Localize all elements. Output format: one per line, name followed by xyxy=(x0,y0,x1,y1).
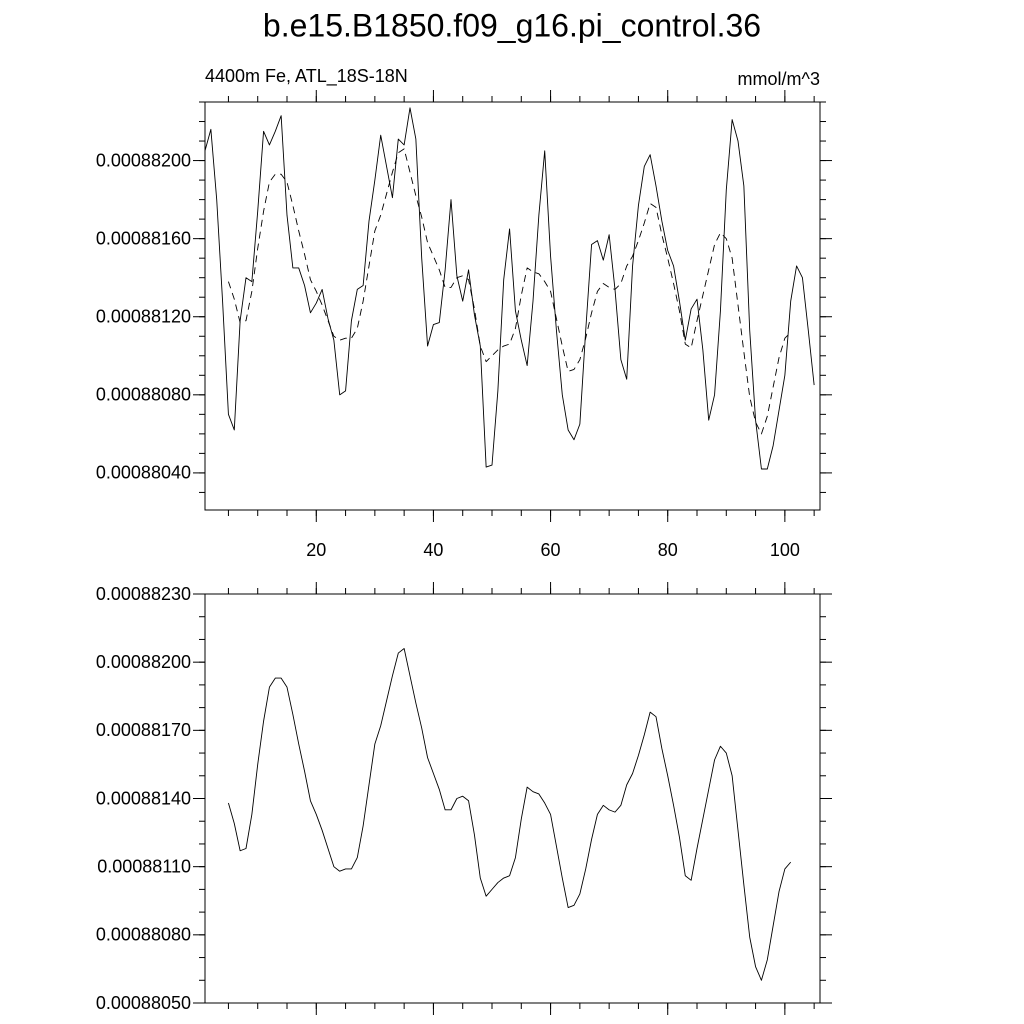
x-tick-label: 20 xyxy=(306,540,326,560)
data-line xyxy=(204,107,815,470)
y-tick-label: 0.00088140 xyxy=(96,788,191,808)
x-tick-label: 80 xyxy=(658,540,678,560)
x-tick-label: 60 xyxy=(541,540,561,560)
y-tick-label: 0.00088200 xyxy=(96,150,191,170)
y-tick-label: 0.00088080 xyxy=(96,925,191,945)
y-tick-label: 0.00088110 xyxy=(97,856,191,876)
y-tick-label: 0.00088230 xyxy=(96,584,191,604)
y-tick-label: 0.00088040 xyxy=(96,463,191,483)
y-tick-label: 0.00088050 xyxy=(96,993,191,1013)
data-line xyxy=(227,648,792,981)
y-tick-label: 0.00088170 xyxy=(96,720,191,740)
y-tick-label: 0.00088120 xyxy=(96,306,191,326)
subtitle: 4400m Fe, ATL_18S-18N xyxy=(205,66,408,87)
y-tick-label: 0.00088160 xyxy=(96,228,191,248)
y-tick-label: 0.00088200 xyxy=(96,652,191,672)
plot-frame xyxy=(204,101,821,511)
plot-frame xyxy=(204,593,821,1004)
x-tick-label: 100 xyxy=(770,540,800,560)
x-tick-label: 40 xyxy=(423,540,443,560)
dashed-line xyxy=(228,148,792,435)
figure-title: b.e15.B1850.f09_g16.pi_control.36 xyxy=(263,7,761,43)
units-label: mmol/m^3 xyxy=(738,69,820,89)
y-tick-label: 0.00088080 xyxy=(96,385,191,405)
